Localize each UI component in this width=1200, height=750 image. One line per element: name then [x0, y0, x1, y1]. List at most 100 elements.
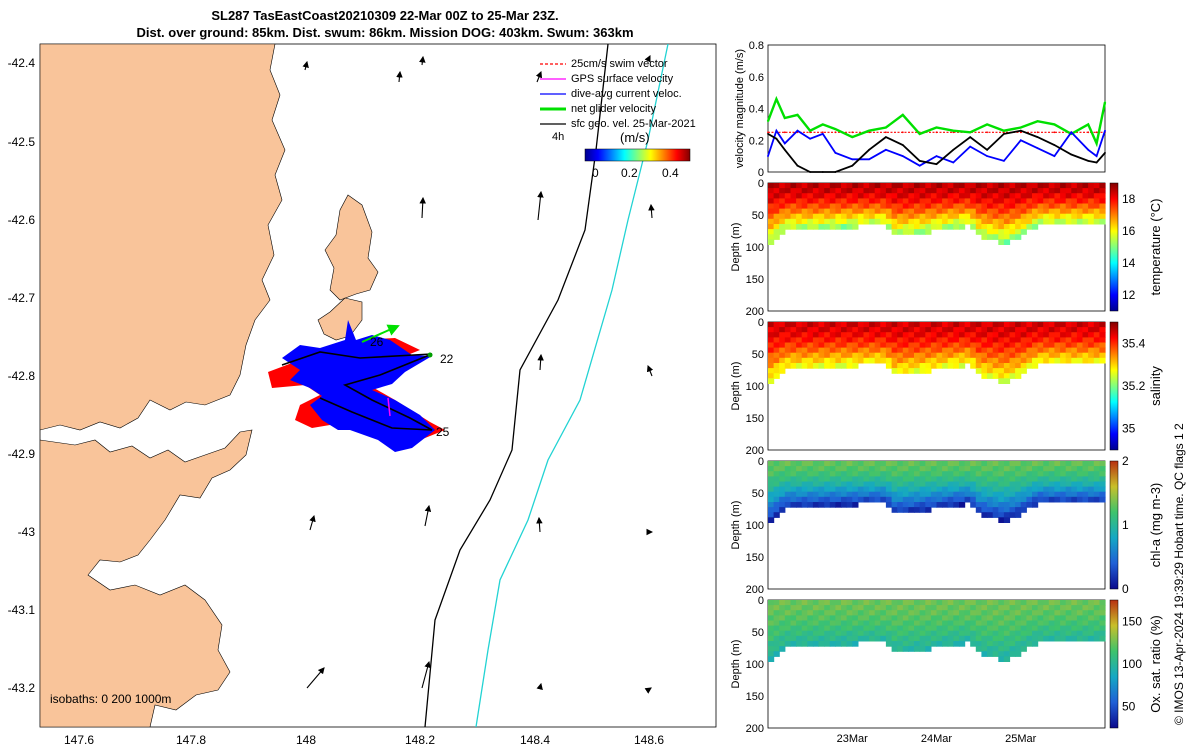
section-data-cell	[857, 352, 865, 359]
section-data-cell	[970, 337, 977, 344]
section-data-cell	[790, 610, 797, 616]
section-data-cell	[987, 193, 994, 199]
section-data-cell	[1099, 213, 1106, 220]
section-data-cell	[942, 327, 949, 333]
section-data-cell	[768, 239, 775, 245]
section-data-cell	[998, 615, 1005, 622]
section-data-cell	[998, 656, 1005, 662]
section-data-cell	[852, 213, 859, 220]
section-data-cell	[852, 481, 859, 488]
section-data-cell	[846, 332, 853, 338]
section-data-cell	[981, 203, 988, 210]
section-data-cell	[1009, 218, 1016, 225]
velocity-data-point	[935, 126, 938, 129]
section-data-cell	[975, 347, 982, 354]
section-data-cell	[1060, 461, 1067, 467]
velocity-data-point	[796, 164, 799, 167]
section-data-cell	[784, 347, 791, 354]
section-data-cell	[1082, 193, 1089, 199]
section-data-cell	[784, 481, 791, 488]
section-data-cell	[902, 213, 909, 220]
section-data-cell	[1082, 620, 1089, 627]
section-data-cell	[863, 203, 870, 210]
section-data-cell	[1082, 605, 1089, 611]
section-data-cell	[1015, 363, 1022, 369]
section-data-cell	[818, 337, 825, 344]
section-data-cell	[1048, 188, 1055, 194]
section-data-cell	[768, 368, 775, 374]
section-data-cell	[1037, 183, 1044, 189]
section-data-cell	[981, 625, 988, 632]
section-data-cell	[1043, 352, 1050, 359]
section-data-cell	[975, 625, 982, 632]
section-data-cell	[936, 461, 943, 467]
section-data-cell	[902, 476, 909, 483]
lon-tick: 147.6	[64, 733, 94, 747]
section-data-cell	[1037, 496, 1044, 503]
section-data-cell	[1009, 224, 1016, 230]
section-data-cell	[796, 625, 803, 632]
section-data-cell	[1048, 600, 1055, 606]
section-data-cell	[773, 600, 780, 606]
section-data-cell	[987, 332, 994, 338]
section-data-cell	[919, 615, 926, 622]
section-data-cell	[1015, 183, 1022, 189]
section-data-cell	[885, 193, 893, 199]
section-data-cell	[846, 610, 853, 616]
section-data-cell	[964, 625, 971, 632]
section-data-cell	[857, 615, 865, 622]
section-data-cell	[790, 208, 797, 215]
depth-tick: 200	[746, 445, 764, 457]
section-data-cell	[930, 476, 938, 483]
section-data-cell	[885, 224, 893, 230]
section-data-cell	[1003, 600, 1011, 606]
section-data-cell	[863, 625, 870, 632]
section-data-cell	[1054, 352, 1061, 359]
section-data-cell	[1020, 635, 1027, 642]
section-data-cell	[936, 188, 943, 194]
section-data-cell	[768, 193, 775, 199]
section-data-cell	[897, 461, 904, 467]
velocity-data-point	[935, 131, 938, 134]
section-data-cell	[824, 224, 831, 230]
section-data-cell	[908, 641, 915, 647]
section-data-cell	[970, 218, 977, 225]
section-data-cell	[874, 322, 881, 328]
figure-title-line-2: Dist. over ground: 85km. Dist. swum: 86k…	[136, 25, 634, 40]
section-data-cell	[1003, 378, 1011, 384]
section-data-cell	[1071, 600, 1078, 606]
section-data-cell	[885, 347, 893, 354]
section-data-cell	[852, 615, 859, 622]
section-data-cell	[975, 203, 982, 210]
section-data-cell	[959, 466, 966, 472]
section-data-cell	[1071, 332, 1078, 338]
colorbar-tick: 1	[1122, 518, 1129, 532]
section-data-cell	[953, 486, 960, 493]
section-data-cell	[824, 193, 831, 199]
section-data-cell	[885, 332, 893, 338]
section-data-cell	[964, 461, 971, 467]
section-data-cell	[981, 461, 988, 467]
section-data-cell	[1009, 641, 1016, 647]
section-data-cell	[835, 620, 842, 627]
velocity-data-point	[1087, 160, 1090, 162]
section-data-cell	[930, 337, 938, 344]
section-data-cell	[1037, 342, 1044, 349]
section-data-cell	[885, 496, 893, 503]
section-data-cell	[807, 193, 814, 199]
section-data-cell	[779, 605, 786, 611]
section-data-cell	[1093, 491, 1100, 498]
section-data-cell	[891, 635, 898, 642]
section-data-cell	[998, 481, 1005, 488]
section-data-cell	[891, 224, 898, 230]
section-data-cell	[908, 347, 915, 354]
section-data-cell	[975, 641, 982, 647]
section-data-cell	[1015, 466, 1022, 472]
section-data-cell	[1043, 605, 1050, 611]
section-data-cell	[1032, 502, 1039, 508]
section-data-cell	[874, 347, 881, 354]
isobath-1000m	[475, 44, 669, 727]
section-data-cell	[947, 183, 954, 189]
section-data-cell	[947, 502, 954, 508]
section-data-cell	[1099, 322, 1106, 328]
